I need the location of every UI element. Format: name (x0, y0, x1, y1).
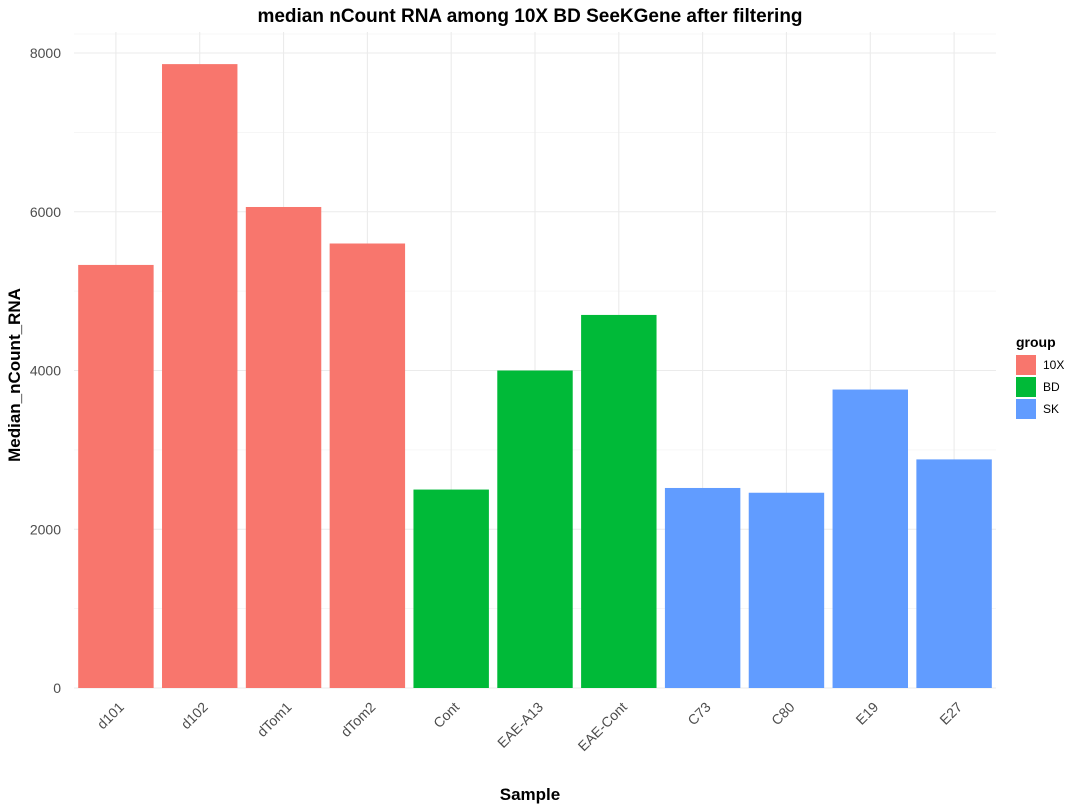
y-tick-label: 4000 (30, 363, 61, 379)
y-tick-label: 0 (53, 680, 61, 696)
x-tick-label: EAE-Cont (575, 699, 630, 754)
legend-key-sk (1016, 399, 1036, 419)
legend: group 10X BD SK (1016, 334, 1064, 419)
bar-dtom2 (329, 243, 406, 688)
x-axis-title: Sample (500, 785, 560, 804)
x-tick-label: d101 (94, 699, 127, 732)
bar-c80 (748, 492, 825, 688)
bars (78, 64, 992, 689)
y-axis-title: Median_nCount_RNA (5, 288, 24, 462)
bar-eae-cont (581, 314, 657, 688)
x-tick-label: E27 (936, 699, 965, 728)
y-axis-ticks: 0 2000 4000 6000 8000 (30, 45, 61, 696)
chart-title: median nCount RNA among 10X BD SeeKGene … (257, 6, 802, 27)
x-tick-label: C80 (768, 699, 798, 729)
y-tick-label: 2000 (30, 521, 61, 537)
bar-eae-a13 (497, 370, 573, 688)
x-tick-label: d102 (178, 699, 211, 732)
x-axis-ticks: d101 d102 dTom1 dTom2 Cont EAE-A13 EAE-Cont C73… (94, 699, 966, 754)
bar-d102 (162, 64, 238, 689)
legend-key-bd (1016, 377, 1036, 397)
legend-label: SK (1043, 402, 1059, 416)
legend-title: group (1016, 334, 1056, 350)
legend-label: 10X (1043, 358, 1064, 372)
x-tick-label: C73 (684, 699, 714, 729)
bar-e27 (916, 459, 992, 688)
x-tick-label: Cont (430, 699, 462, 731)
bar-c73 (664, 487, 741, 688)
x-tick-label: E19 (852, 699, 881, 728)
bar-d101 (78, 264, 154, 688)
legend-key-10x (1016, 355, 1036, 375)
y-tick-label: 8000 (30, 45, 61, 61)
x-tick-label: EAE-A13 (494, 699, 546, 751)
legend-label: BD (1043, 380, 1060, 394)
x-tick-label: dTom2 (337, 699, 378, 740)
bar-e19 (832, 389, 908, 688)
bar-cont (413, 489, 489, 688)
y-tick-label: 6000 (30, 204, 61, 220)
x-tick-label: dTom1 (254, 699, 295, 740)
bar-dtom1 (245, 206, 322, 689)
